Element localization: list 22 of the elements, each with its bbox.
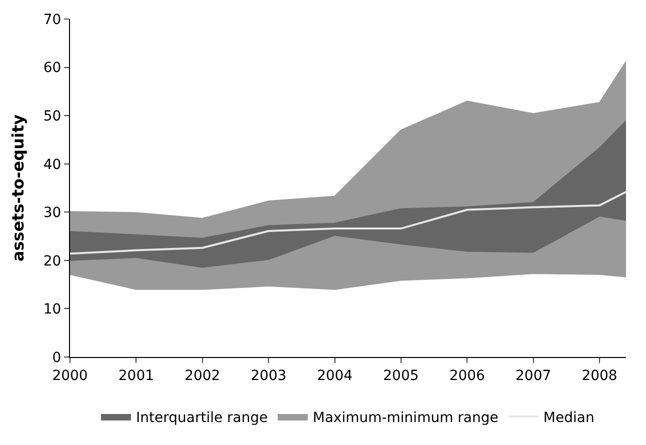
- x-tick-label: 2008: [582, 368, 618, 384]
- y-tick-label: 10: [43, 302, 62, 318]
- legend-label: Maximum-minimum range: [312, 410, 498, 426]
- legend-label: Median: [543, 410, 594, 426]
- y-tick-label: 0: [52, 350, 62, 366]
- legend-label: Interquartile range: [136, 410, 268, 426]
- x-tick-label: 2005: [383, 368, 419, 384]
- y-axis-title: assets-to-equity: [8, 114, 28, 262]
- y-tick-label: 30: [43, 205, 62, 222]
- y-tick-label: 20: [43, 253, 62, 270]
- y-tick-label: 40: [43, 156, 62, 173]
- x-tick-label: 2002: [184, 368, 220, 384]
- y-tick-label: 50: [43, 108, 62, 124]
- x-tick-label: 2006: [449, 368, 486, 384]
- x-tick-label: 2004: [316, 368, 353, 384]
- y-tick-label: 60: [43, 60, 62, 76]
- x-tick-label: 2000: [52, 368, 88, 384]
- x-tick-label: 2007: [516, 368, 552, 384]
- line-series: [70, 190, 626, 255]
- x-tick-label: 2001: [118, 368, 154, 384]
- x-tick-label: 2003: [250, 368, 286, 384]
- y-tick-label: 70: [43, 12, 62, 28]
